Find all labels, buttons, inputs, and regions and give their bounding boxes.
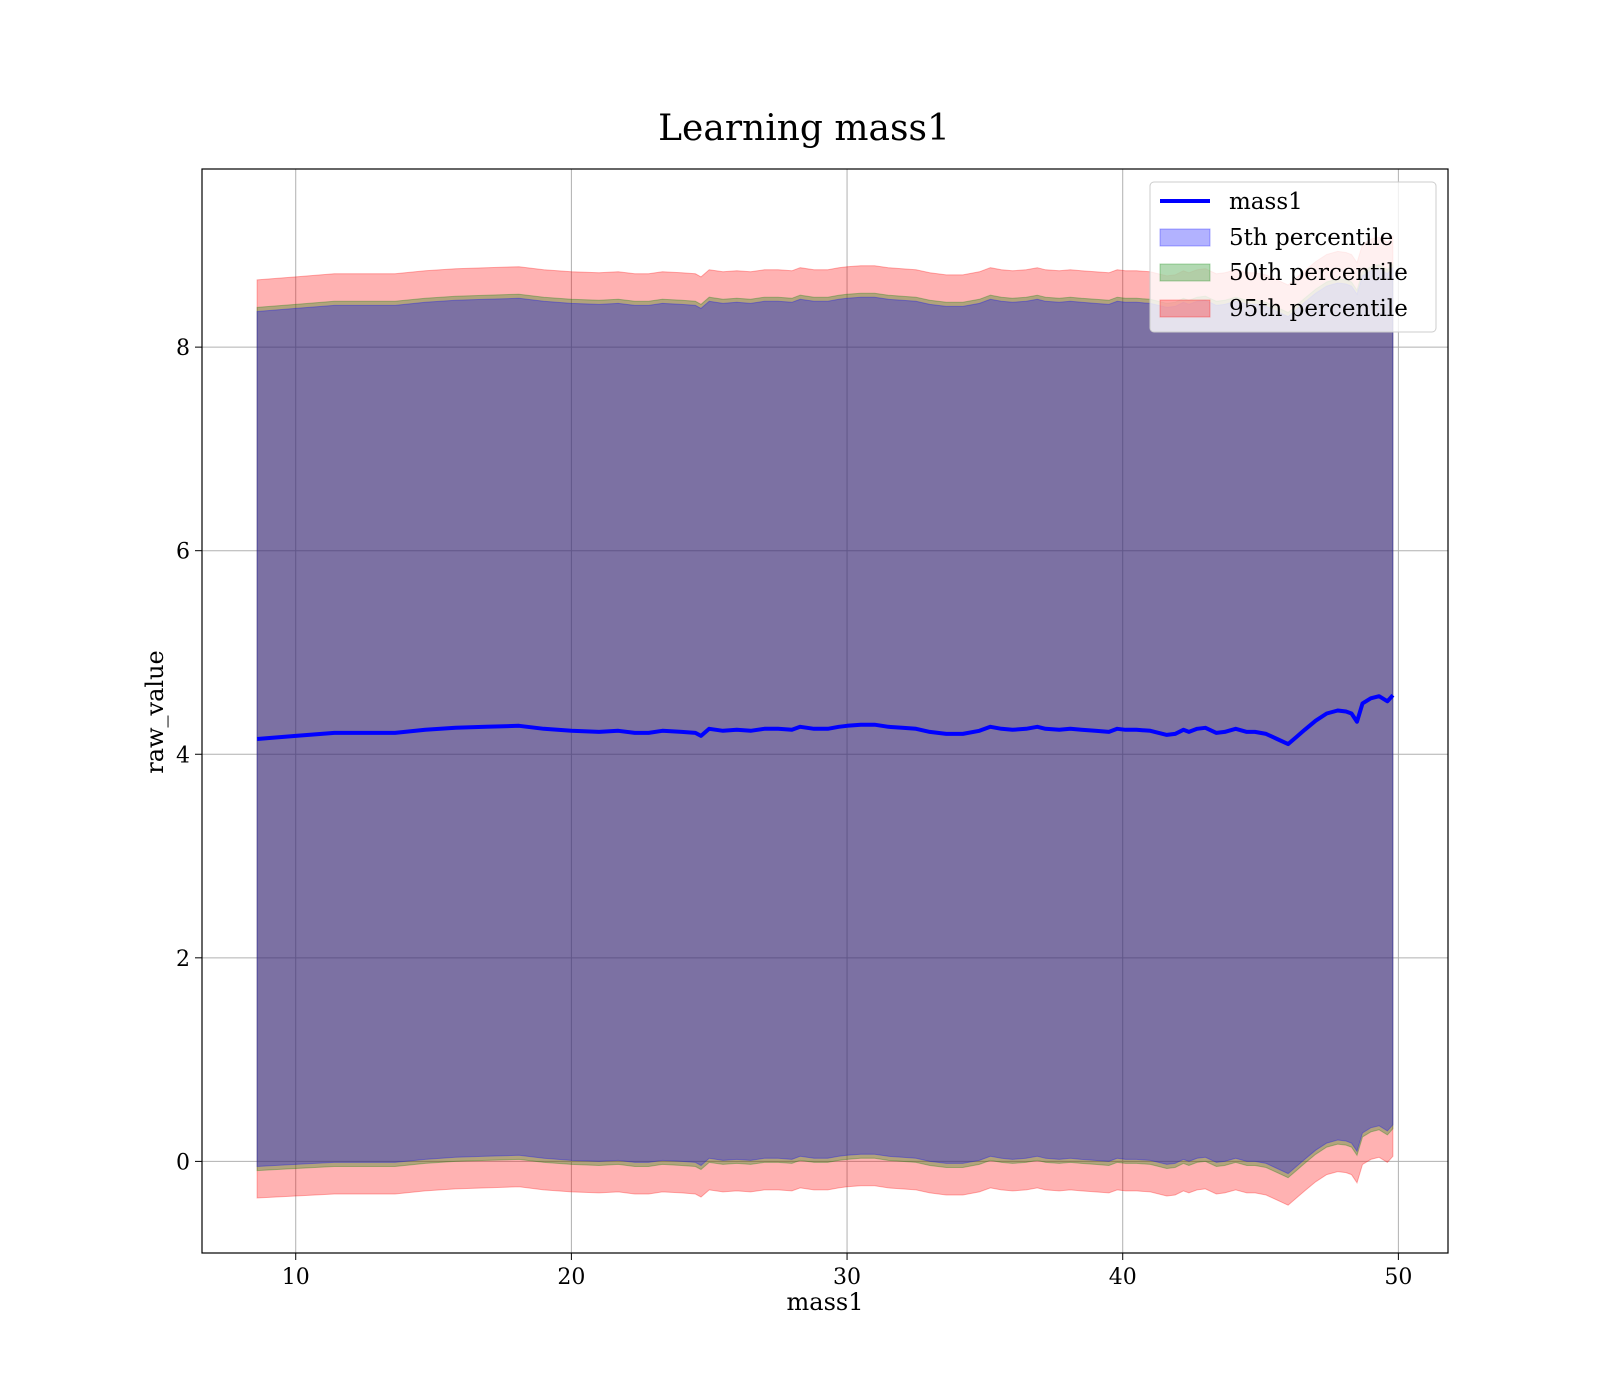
- band-50th: [256, 262, 1394, 1179]
- legend-entry-95th: 95th percentile: [1229, 296, 1408, 322]
- grid-layer: [202, 169, 1448, 1253]
- x-axis-label: mass1: [787, 1288, 864, 1316]
- legend-frame: [1149, 181, 1437, 333]
- series-line-mass1: [256, 693, 1395, 747]
- chart-title: Learning mass1: [658, 108, 950, 149]
- band-5th: [256, 266, 1394, 1175]
- x-tick-label: 10: [282, 1265, 310, 1290]
- x-tick-label: 50: [1384, 1265, 1412, 1290]
- plot-area: [201, 168, 1449, 1254]
- y-axis-label: raw_value: [141, 650, 169, 774]
- y-tick-label: 0: [176, 1150, 190, 1175]
- legend-entry-5th: 5th percentile: [1229, 225, 1393, 251]
- x-tick-label: 40: [1109, 1265, 1137, 1290]
- band-layer: [256, 234, 1394, 1206]
- x-tick-label: 20: [557, 1265, 585, 1290]
- band-95th: [256, 234, 1394, 1206]
- y-tick-label: 2: [176, 947, 190, 972]
- x-tick-label: 30: [833, 1265, 861, 1290]
- line-layer: [256, 693, 1395, 747]
- y-tick-label: 8: [176, 336, 190, 361]
- y-axis-ticks: 0 2 4 6 8: [176, 336, 202, 1175]
- legend-swatch-95th: [1159, 299, 1211, 318]
- legend: mass1 5th percentile 50th percentile 95t…: [1149, 181, 1437, 333]
- plot-background: [202, 169, 1448, 1253]
- legend-swatch-5th: [1159, 228, 1211, 247]
- y-tick-label: 6: [176, 540, 190, 565]
- plot-frame: [201, 168, 1449, 1254]
- legend-entry-50th: 50th percentile: [1229, 260, 1408, 286]
- x-axis-ticks: 10 20 30 40 50: [282, 1253, 1412, 1290]
- y-tick-label: 4: [176, 743, 190, 768]
- legend-entry-mass1: mass1: [1229, 189, 1303, 215]
- legend-swatch-50th: [1159, 263, 1211, 282]
